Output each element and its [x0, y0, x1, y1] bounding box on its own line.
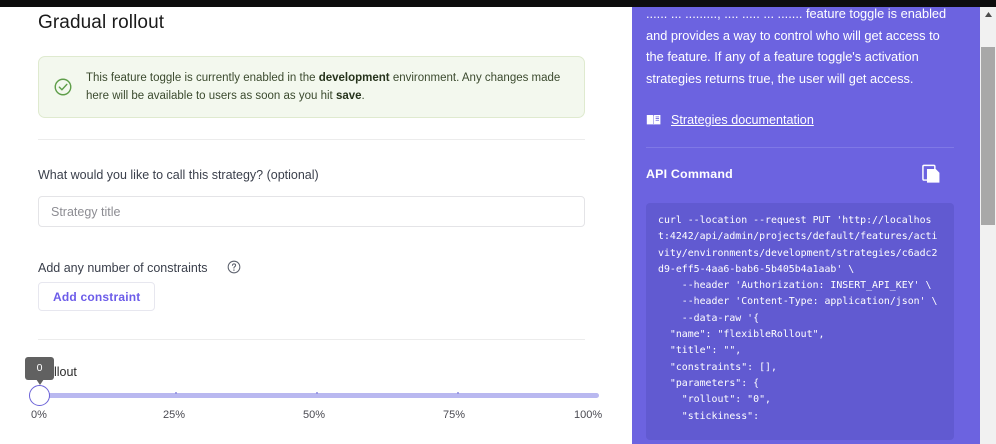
strategies-documentation-link[interactable]: Strategies documentation	[671, 113, 814, 127]
rollout-slider[interactable]	[29, 385, 599, 406]
page-title: Gradual rollout	[38, 12, 165, 33]
question-circle-icon[interactable]	[227, 260, 241, 274]
check-circle-icon	[54, 78, 72, 96]
banner-text: This feature toggle is currently enabled…	[86, 69, 570, 105]
section-divider-top	[38, 139, 585, 140]
vertical-scrollbar-thumb[interactable]	[981, 47, 995, 225]
strategy-name-label: What would you like to call this strateg…	[38, 168, 319, 182]
banner-text-middle: environment. Any changes made here will …	[86, 72, 561, 102]
rollout-value-tooltip: 0	[25, 357, 54, 385]
rollout-slider-handle[interactable]	[29, 385, 50, 406]
strategies-documentation-row[interactable]: Strategies documentation	[646, 113, 814, 127]
rollout-axis-25: 25%	[163, 409, 186, 421]
rollout-axis-0: 0%	[31, 409, 47, 421]
rollout-tick-25	[175, 392, 177, 394]
rollout-axis-75: 75%	[443, 409, 466, 421]
rollout-axis-100: 100%	[574, 409, 603, 421]
strategy-title-input[interactable]	[38, 196, 585, 227]
copy-icon[interactable]	[920, 163, 942, 185]
strategy-form-pane: Gradual rollout This feature toggle is c…	[0, 7, 632, 444]
banner-text-after: .	[361, 90, 365, 102]
strategy-help-sidebar: ...... ... ........., .... ..... ... ...…	[632, 7, 980, 444]
scroll-up-arrow-icon[interactable]	[980, 7, 996, 23]
banner-text-before: This feature toggle is currently enabled…	[86, 72, 319, 84]
api-command-title: API Command	[646, 167, 733, 181]
sidebar-description: ...... ... ........., .... ..... ... ...…	[646, 7, 947, 86]
rollout-slider-rail[interactable]	[34, 393, 599, 398]
section-divider-bottom	[38, 339, 585, 340]
banner-environment: development	[318, 72, 390, 84]
api-command-code: curl --location --request PUT 'http://lo…	[658, 215, 938, 422]
sidebar-divider	[646, 147, 954, 148]
rollout-tick-75	[457, 392, 459, 394]
api-command-code-block[interactable]: curl --location --request PUT 'http://lo…	[646, 203, 954, 440]
constraints-label: Add any number of constraints	[38, 261, 208, 275]
window-top-bar	[0, 0, 996, 7]
book-icon	[646, 114, 661, 126]
environment-enabled-banner: This feature toggle is currently enabled…	[38, 56, 585, 118]
rollout-axis-50: 50%	[303, 409, 326, 421]
banner-save-word: save	[335, 90, 362, 102]
rollout-tick-50	[316, 392, 318, 394]
add-constraint-button[interactable]: Add constraint	[38, 282, 156, 311]
